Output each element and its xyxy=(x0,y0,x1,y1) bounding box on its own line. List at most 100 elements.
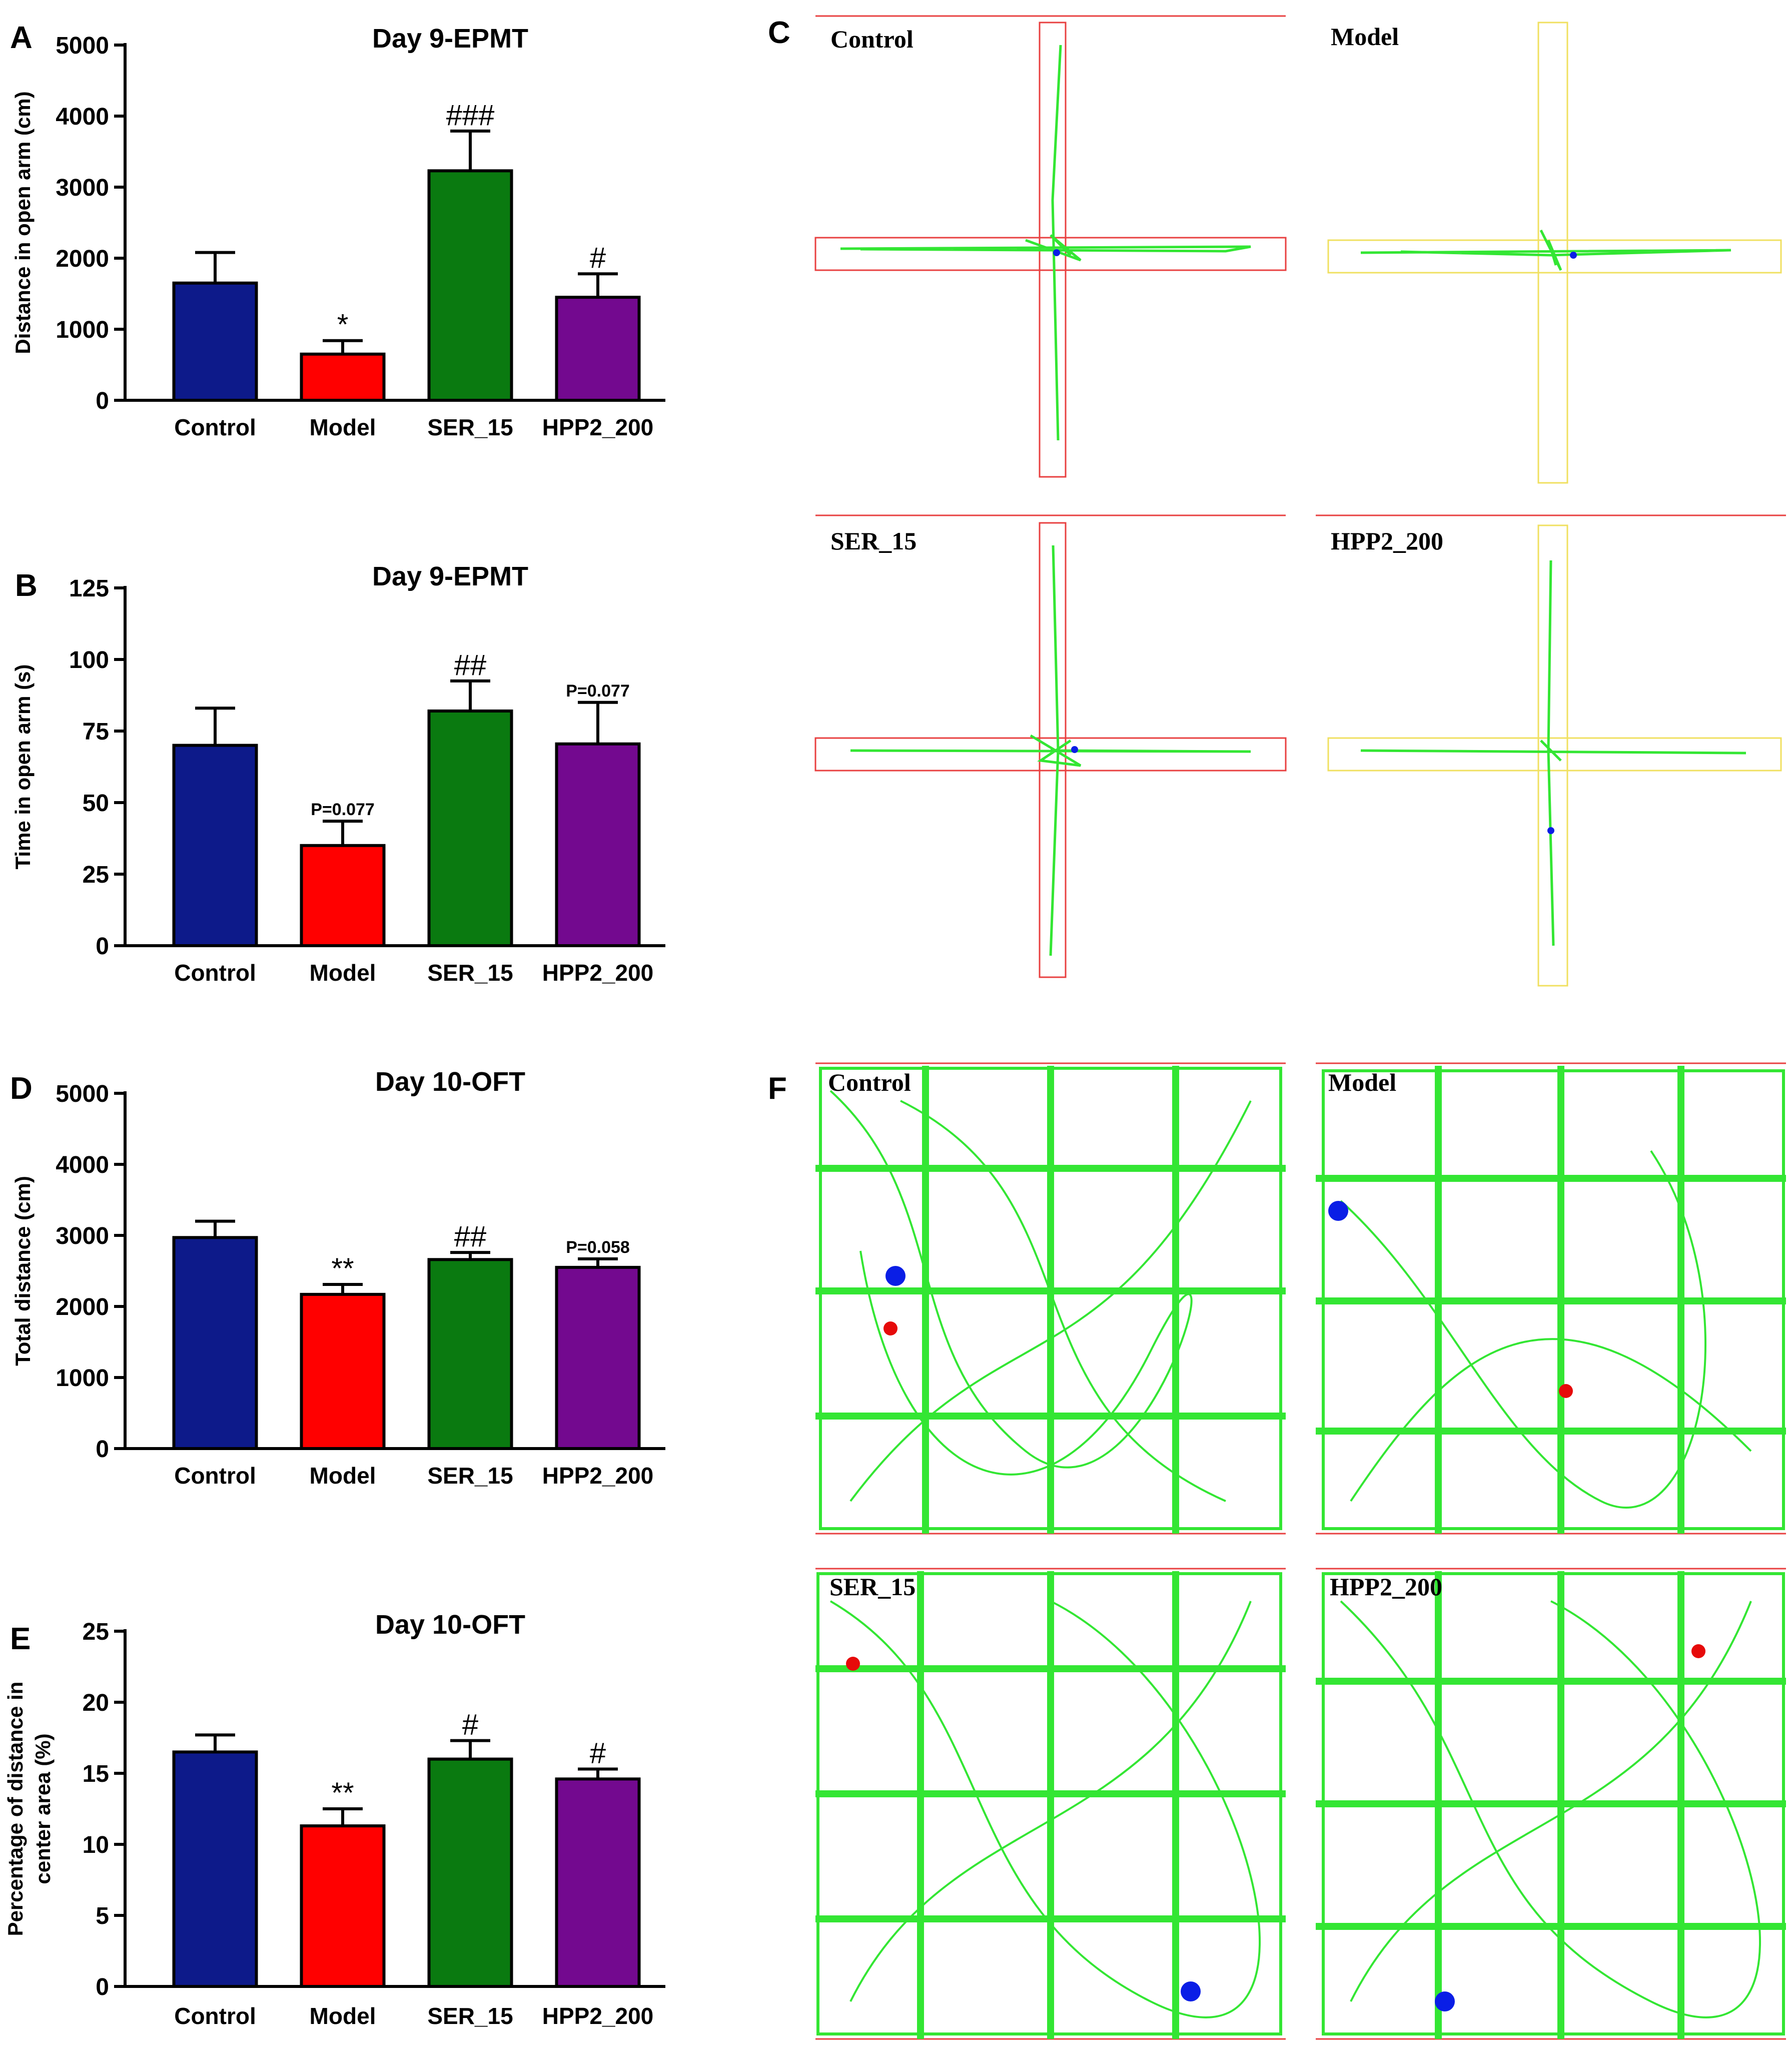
y-tick-label: 10 xyxy=(83,1832,109,1858)
y-axis-label: Time in open arm (s) xyxy=(11,664,35,870)
y-tick-label: 5000 xyxy=(56,1081,109,1107)
oft-hpp-cell: HPP2_200 xyxy=(1316,1568,1786,2040)
bar-control xyxy=(172,1236,258,1450)
y-tick-label: 3000 xyxy=(56,175,109,201)
y-axis-label: center area (%) xyxy=(31,1733,55,1884)
y-tick-label: 1000 xyxy=(56,1365,109,1392)
oft-label-ser: SER_15 xyxy=(829,1573,916,1601)
y-tick-label: 100 xyxy=(69,647,109,673)
panel-label-c: C xyxy=(768,16,790,50)
bar-model xyxy=(300,1824,386,1988)
epm-ser-cell: SER_15 xyxy=(814,514,1287,978)
epm-label-hpp: HPP2_200 xyxy=(1331,527,1443,555)
y-tick-label: 5 xyxy=(96,1903,109,1929)
epm-hpp-cell: HPP2_200 xyxy=(1316,514,1786,987)
y-tick-label: 0 xyxy=(96,388,109,414)
y-tick-label: 0 xyxy=(96,933,109,960)
y-tick-label: 15 xyxy=(83,1761,109,1787)
y-axis-label: Percentage of distance in xyxy=(4,1682,27,1936)
chart-a: Day 9-EPMT Distance in open arm (cm) 0 1000… xyxy=(11,24,665,440)
bar-ser-15 xyxy=(427,1258,513,1450)
y-tick-label: 125 xyxy=(69,575,109,602)
significance-label: ## xyxy=(454,649,487,681)
epm-control-cell: Control xyxy=(814,15,1287,478)
chart-b: Day 9-EPMT Time in open arm (s) 0 25 50 75 100… xyxy=(11,561,665,986)
y-tick-label: 4000 xyxy=(56,104,109,130)
bar-control xyxy=(172,1750,258,1988)
epm-tracks: Control Model SER_15 HPP2_200 xyxy=(814,15,1786,987)
y-tick-label: 0 xyxy=(96,1436,109,1463)
significance-label: # xyxy=(462,1709,478,1741)
oft-label-model: Model xyxy=(1328,1068,1396,1096)
x-tick-label: HPP2_200 xyxy=(542,414,654,440)
panel-label-b: B xyxy=(15,568,38,603)
y-tick-label: 2000 xyxy=(56,246,109,272)
y-axis-label: Distance in open arm (cm) xyxy=(11,91,35,354)
bar-hpp2-200 xyxy=(555,296,641,402)
x-tick-label: Model xyxy=(310,414,376,440)
bar-control xyxy=(172,281,258,402)
chart-title: Day 9-EPMT xyxy=(372,24,528,54)
chart-title: Day 10-OFT xyxy=(375,1610,525,1640)
significance-label: P=0.058 xyxy=(566,1238,630,1257)
epm-model-cell: Model xyxy=(1327,22,1782,484)
x-tick-label: HPP2_200 xyxy=(542,960,654,986)
significance-label: # xyxy=(590,1737,606,1769)
y-tick-label: 25 xyxy=(83,862,109,888)
x-tick-label: SER_15 xyxy=(427,2003,513,2029)
x-tick-label: Model xyxy=(310,960,376,986)
bar-control xyxy=(172,744,258,947)
x-tick-label: SER_15 xyxy=(427,960,513,986)
oft-label-control: Control xyxy=(828,1068,911,1096)
x-tick-label: Model xyxy=(310,1463,376,1489)
y-tick-label: 75 xyxy=(83,719,109,745)
epm-label-model: Model xyxy=(1331,23,1399,51)
bar-model xyxy=(300,844,386,947)
bar-hpp2-200 xyxy=(555,1777,641,1988)
significance-label: * xyxy=(337,309,349,341)
y-tick-label: 1000 xyxy=(56,317,109,343)
significance-label: P=0.077 xyxy=(311,800,375,819)
bar-hpp2-200 xyxy=(555,1265,641,1450)
x-tick-label: Control xyxy=(174,1463,256,1489)
oft-tracks: Control Model SER_15 HPP2_200 xyxy=(815,1062,1786,2040)
oft-ser-cell: SER_15 xyxy=(815,1568,1286,2040)
y-tick-label: 3000 xyxy=(56,1223,109,1249)
bar-hpp2-200 xyxy=(555,742,641,947)
x-tick-label: Control xyxy=(174,960,256,986)
chart-e: Day 10-OFT Percentage of distance in cente… xyxy=(4,1610,665,2029)
significance-label: ** xyxy=(331,1777,354,1809)
panel-label-d: D xyxy=(10,1071,33,1106)
bar-ser-15 xyxy=(427,169,513,402)
epm-label-control: Control xyxy=(830,25,914,53)
x-tick-label: SER_15 xyxy=(427,1463,513,1489)
x-tick-label: HPP2_200 xyxy=(542,1463,654,1489)
y-tick-label: 0 xyxy=(96,1974,109,2000)
significance-label: # xyxy=(590,242,606,274)
oft-control-cell: Control xyxy=(815,1062,1286,1535)
significance-label: P=0.077 xyxy=(566,681,630,701)
x-tick-label: Model xyxy=(310,2003,376,2029)
significance-label: ** xyxy=(331,1252,354,1285)
epm-label-ser: SER_15 xyxy=(830,527,917,555)
y-tick-label: 2000 xyxy=(56,1294,109,1320)
significance-label: ### xyxy=(446,99,495,132)
chart-title: Day 10-OFT xyxy=(375,1067,525,1097)
bar-model xyxy=(300,1292,386,1450)
y-tick-label: 20 xyxy=(83,1690,109,1716)
x-tick-label: Control xyxy=(174,2003,256,2029)
bar-ser-15 xyxy=(427,1757,513,1988)
x-tick-label: Control xyxy=(174,414,256,440)
panel-label-f: F xyxy=(768,1071,787,1106)
y-tick-label: 4000 xyxy=(56,1152,109,1178)
y-tick-label: 50 xyxy=(83,790,109,817)
chart-d: Day 10-OFT Total distance (cm) 0 1000 2000 30… xyxy=(11,1067,665,1489)
panel-label-e: E xyxy=(10,1622,31,1656)
y-tick-label: 25 xyxy=(83,1619,109,1645)
x-tick-label: HPP2_200 xyxy=(542,2003,654,2029)
oft-model-cell: Model xyxy=(1316,1062,1786,1535)
bar-ser-15 xyxy=(427,709,513,947)
bar-model xyxy=(300,352,386,402)
y-tick-label: 5000 xyxy=(56,33,109,59)
oft-label-hpp: HPP2_200 xyxy=(1330,1573,1442,1601)
